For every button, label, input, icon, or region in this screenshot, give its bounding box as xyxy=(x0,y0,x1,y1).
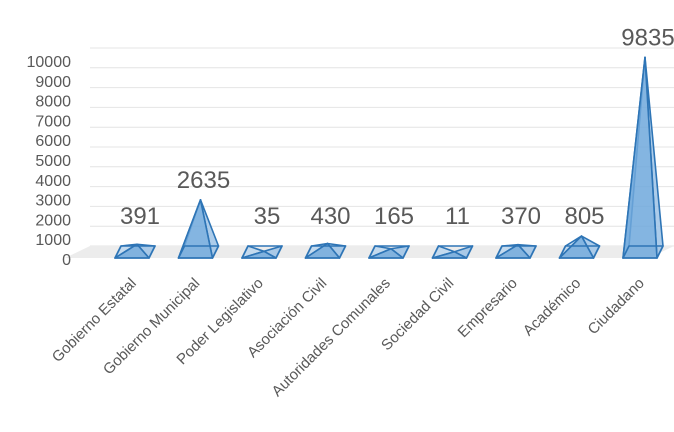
category-label: Ciudadano xyxy=(584,275,647,338)
pyramid-bar xyxy=(179,200,219,258)
y-tick-label: 9000 xyxy=(35,74,71,91)
data-label: 391 xyxy=(120,203,160,230)
category-label: Empresario xyxy=(455,275,521,341)
pyramid-bar xyxy=(496,245,536,258)
y-tick-label: 1000 xyxy=(35,232,71,249)
data-label: 165 xyxy=(374,203,414,230)
pyramid-bar xyxy=(560,236,600,258)
y-tick-label: 8000 xyxy=(35,94,71,111)
y-tick-label: 5000 xyxy=(35,153,71,170)
category-label: Autoridades Comunales xyxy=(269,275,394,400)
data-label: 11 xyxy=(445,203,470,230)
pyramid-bar xyxy=(306,243,346,258)
data-label: 9835 xyxy=(621,24,674,51)
y-tick-label: 2000 xyxy=(35,212,71,229)
data-label: 35 xyxy=(254,203,281,230)
y-tick-label: 7000 xyxy=(35,113,71,130)
category-label: Académico xyxy=(520,275,584,339)
y-axis-tick-labels: 0 1000 2000 3000 4000 5000 6000 7000 8000 9000 100… xyxy=(27,54,72,269)
pyramid-bar xyxy=(115,244,155,258)
data-label: 430 xyxy=(310,203,350,230)
y-tick-label: 3000 xyxy=(35,193,71,210)
y-tick-label: 6000 xyxy=(35,133,71,150)
y-tick-label: 10000 xyxy=(27,54,72,71)
data-label: 370 xyxy=(501,203,541,230)
pyramid-bar xyxy=(369,246,409,258)
y-tick-label: 4000 xyxy=(35,173,71,190)
data-label: 2635 xyxy=(177,167,230,194)
y-tick-label: 0 xyxy=(62,252,71,269)
data-label: 805 xyxy=(564,203,604,230)
